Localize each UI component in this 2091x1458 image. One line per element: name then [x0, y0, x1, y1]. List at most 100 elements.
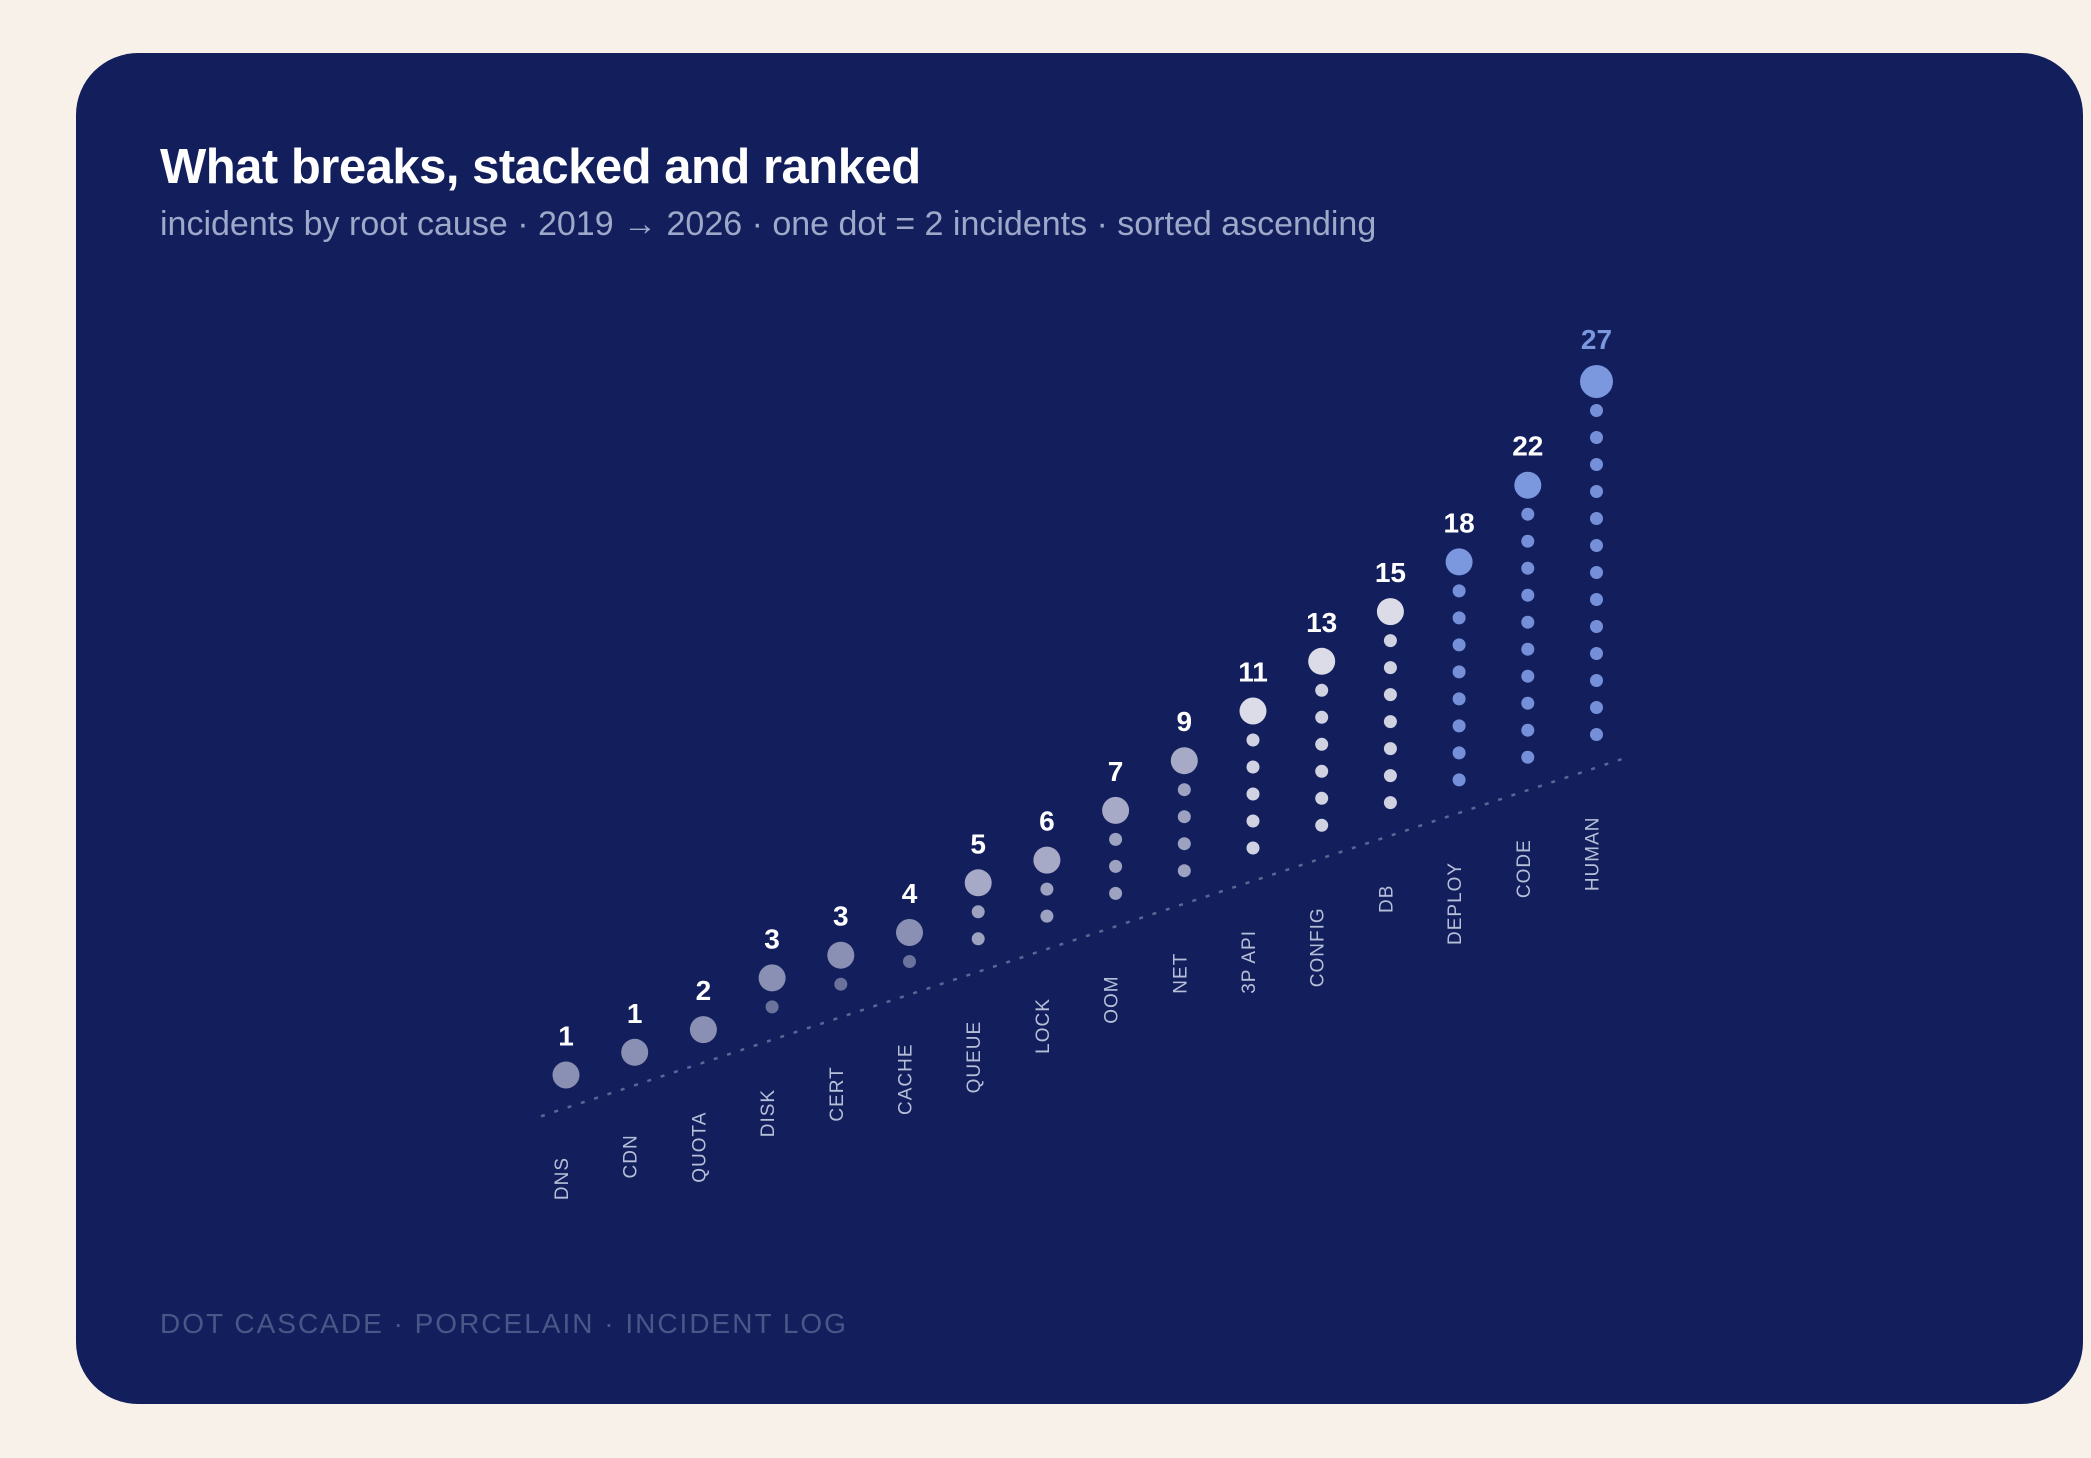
dot	[1315, 710, 1329, 724]
dot	[1246, 841, 1260, 855]
head-dot	[1102, 796, 1130, 824]
category-label: DB	[1376, 885, 1397, 913]
dot	[1177, 837, 1191, 851]
value-label: 7	[1108, 756, 1124, 787]
dot	[1590, 674, 1603, 687]
dot	[1521, 588, 1535, 602]
category-label: LOCK	[1033, 998, 1054, 1054]
head-dot	[827, 941, 855, 969]
category-label: CACHE	[896, 1044, 917, 1116]
dot	[1521, 750, 1535, 764]
dot	[1590, 539, 1603, 552]
dot	[1590, 728, 1603, 741]
value-label: 9	[1177, 706, 1193, 737]
dot	[1452, 584, 1466, 598]
dot	[1521, 561, 1535, 575]
dot	[1315, 818, 1329, 832]
dot	[1383, 742, 1397, 756]
column-code: 22 CODE	[1512, 431, 1543, 898]
dot	[765, 1000, 779, 1014]
category-label: CONFIG	[1308, 907, 1329, 987]
value-label: 13	[1306, 607, 1337, 638]
dot	[1246, 760, 1260, 774]
dot	[1109, 886, 1123, 900]
column-db: 15 DB	[1375, 557, 1406, 913]
column-disk: 3 DISK	[758, 923, 786, 1137]
column-oom: 7 OOM	[1102, 756, 1130, 1024]
category-label: HUMAN	[1583, 817, 1604, 892]
value-label: 11	[1238, 657, 1268, 688]
dot	[1590, 647, 1603, 660]
column-cert: 3 CERT	[827, 901, 855, 1122]
column-deploy: 18 DEPLOY	[1444, 507, 1475, 945]
dot	[1452, 746, 1466, 760]
head-dot	[1308, 647, 1336, 675]
head-dot	[689, 1016, 717, 1044]
dot	[1590, 620, 1603, 633]
dot	[1040, 909, 1054, 923]
value-label: 5	[970, 828, 986, 859]
dot	[1383, 634, 1397, 648]
chart-title: What breaks, stacked and ranked	[160, 140, 921, 194]
dot	[1521, 534, 1535, 548]
dot	[1521, 723, 1535, 737]
column-cache: 4 CACHE	[896, 878, 923, 1116]
dot	[1452, 638, 1466, 652]
category-label: 3P API	[1239, 930, 1260, 994]
value-label: 15	[1375, 557, 1406, 588]
head-dot	[1514, 471, 1542, 499]
value-label: 3	[833, 901, 849, 932]
dot	[1590, 593, 1603, 606]
head-dot	[1170, 747, 1198, 775]
category-label: DNS	[552, 1157, 573, 1200]
dot	[1590, 431, 1603, 444]
dot	[1521, 642, 1535, 656]
dot	[1315, 737, 1329, 751]
dot	[834, 977, 848, 991]
dot-cascade-chart: 1 DNS 1 CDN 2 QUOTA 3 DISK 3 CERT 4 CACHE 5 QUEUE 6 LOC…	[540, 324, 1622, 1200]
dot	[1109, 832, 1123, 846]
category-label: QUOTA	[689, 1112, 710, 1183]
dot	[1383, 661, 1397, 675]
category-label: CERT	[827, 1066, 848, 1121]
column-lock: 6 LOCK	[1033, 806, 1061, 1054]
value-label: 22	[1512, 431, 1543, 462]
dot	[1590, 512, 1603, 525]
dot	[1452, 719, 1466, 733]
dot	[1315, 764, 1329, 778]
head-dot	[896, 919, 923, 946]
head-dot	[758, 964, 786, 992]
dot	[1246, 787, 1260, 801]
dot	[1521, 669, 1535, 683]
column-quota: 2 QUOTA	[689, 975, 717, 1183]
value-label: 27	[1581, 324, 1612, 355]
dot	[1383, 688, 1397, 702]
category-label: QUEUE	[964, 1021, 985, 1094]
dot	[1177, 783, 1191, 797]
head-dot	[1580, 365, 1613, 398]
dot	[1383, 796, 1397, 810]
category-label: DEPLOY	[1445, 862, 1466, 945]
column-dns: 1 DNS	[552, 1021, 580, 1200]
dot	[1246, 733, 1260, 747]
value-label: 1	[558, 1021, 574, 1052]
dot	[1383, 769, 1397, 783]
head-dot	[1445, 548, 1473, 576]
dot	[1590, 485, 1603, 498]
dot	[1521, 615, 1535, 629]
dot	[1315, 683, 1329, 697]
chart-card: What breaks, stacked and ranked incident…	[76, 53, 2083, 1404]
value-label: 6	[1039, 806, 1055, 837]
head-dot	[1239, 697, 1267, 725]
column-3p-api: 11 3P API	[1238, 657, 1268, 994]
category-label: OOM	[1102, 975, 1123, 1023]
value-label: 2	[696, 975, 712, 1006]
dot	[1590, 458, 1603, 471]
dot	[1246, 814, 1260, 828]
dot	[971, 932, 985, 946]
value-label: 3	[764, 923, 780, 954]
category-label: CDN	[621, 1134, 642, 1178]
column-config: 13 CONFIG	[1306, 607, 1337, 987]
head-dot	[964, 869, 992, 897]
dot	[1590, 701, 1603, 714]
